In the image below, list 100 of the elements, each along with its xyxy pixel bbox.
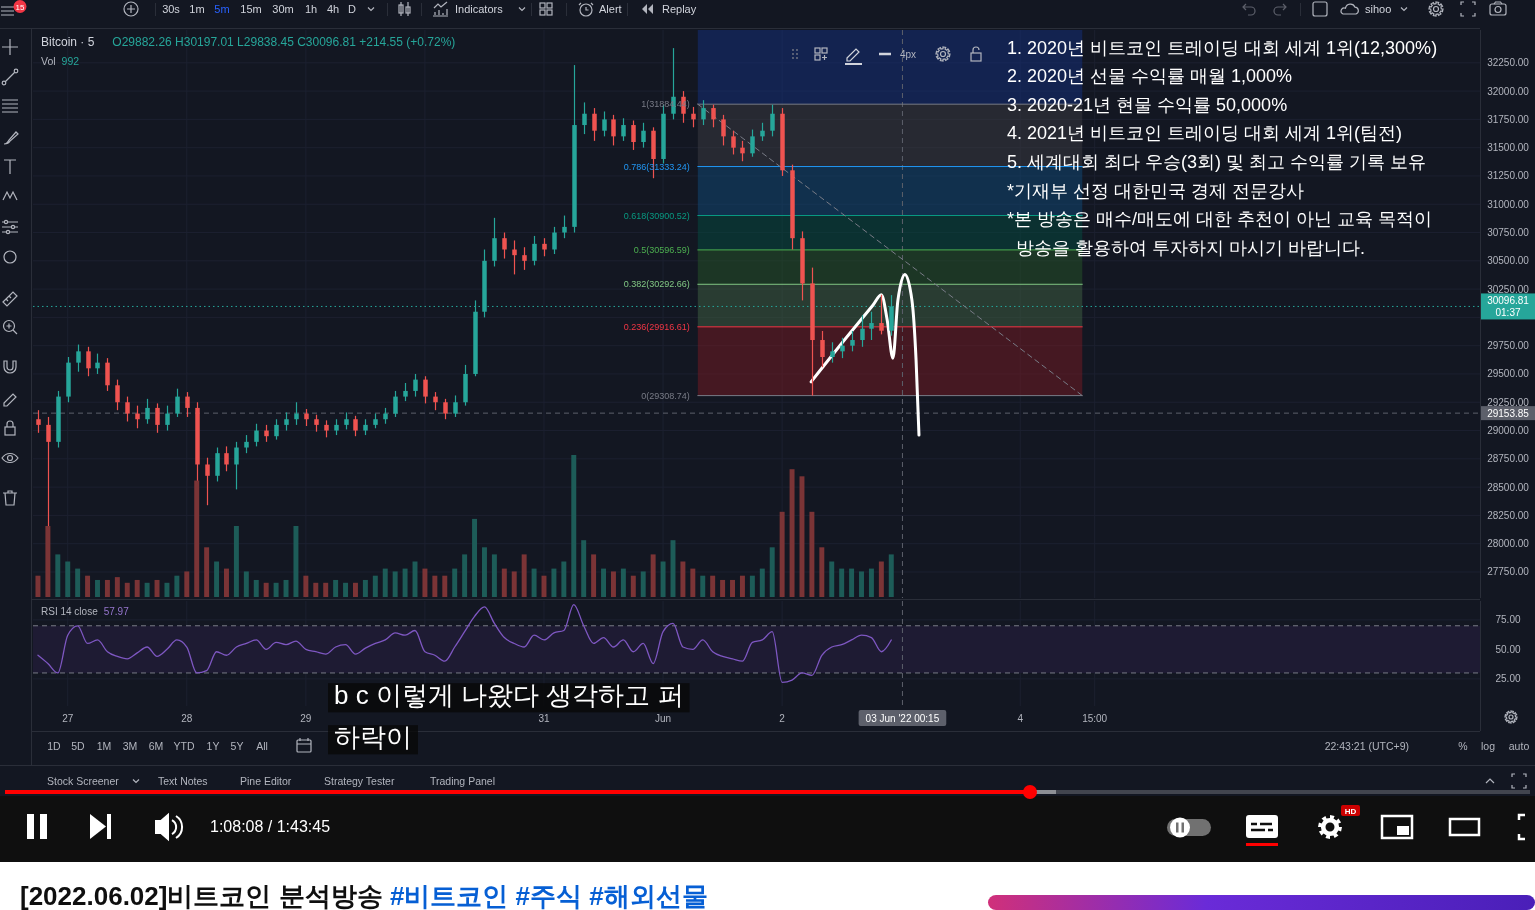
chart-subtitle: 992 <box>61 55 80 67</box>
candlestick <box>95 353 100 375</box>
bar <box>214 561 220 597</box>
text: Pine Editor <box>240 775 292 787</box>
text: Trading Panel <box>430 775 495 787</box>
text: Text Notes <box>158 775 208 787</box>
text: 57.97 <box>103 606 130 617</box>
bar <box>720 579 726 597</box>
y-tick-label: 75.00 <box>1495 614 1521 626</box>
bar <box>571 455 577 597</box>
bar <box>313 582 319 597</box>
annotation: *기재부 선정 대한민국 경제 전문강사 <box>1007 180 1305 201</box>
x-tick-label: Jun <box>655 712 672 724</box>
series-label: 0(29308.74) <box>641 390 690 401</box>
candlestick <box>274 418 279 441</box>
x-tick-label: 2 <box>779 712 786 724</box>
bar <box>372 575 378 597</box>
candlestick <box>641 122 646 149</box>
bar <box>154 579 160 597</box>
bar <box>620 568 626 597</box>
candlestick <box>740 140 745 162</box>
candlestick <box>602 110 607 137</box>
y-tick-label: 32000.00 <box>1487 85 1530 97</box>
bar <box>601 568 607 597</box>
bar <box>581 540 587 597</box>
bar <box>442 575 448 597</box>
y-tick-label: 31500.00 <box>1487 142 1530 154</box>
text: [2022.06.02]비트코인 분석방송 #비트코인 #주식 #해외선물 <box>20 881 708 910</box>
bar <box>481 547 487 597</box>
bar <box>531 568 537 597</box>
bar <box>75 568 81 597</box>
text: Stock Screener <box>47 775 120 787</box>
candlestick <box>224 445 229 472</box>
bar <box>472 518 478 597</box>
bar <box>55 554 61 597</box>
y-tick-label: 29000.00 <box>1487 425 1530 437</box>
candlestick <box>105 357 110 392</box>
candlestick <box>711 104 716 128</box>
candlestick <box>155 402 160 434</box>
candlestick <box>244 434 249 454</box>
text: Strategy Tester <box>324 775 395 787</box>
x-tick-label: 4 <box>1017 712 1024 724</box>
annotation: 3. 2020-21년 현물 수익률 50,000% <box>1007 94 1288 115</box>
text: auto <box>1508 740 1530 752</box>
candlestick <box>760 122 765 142</box>
bar <box>233 526 239 597</box>
bar <box>144 582 150 597</box>
y-tick-label: 28000.00 <box>1487 538 1530 550</box>
bar <box>640 571 646 597</box>
candlestick <box>562 214 567 239</box>
bar <box>452 568 458 597</box>
bar <box>730 579 735 597</box>
x-tick-label: 29 <box>300 712 312 724</box>
candlestick <box>512 239 517 275</box>
bar <box>650 554 656 597</box>
candlestick <box>582 101 587 135</box>
y-tick-label: 30750.00 <box>1487 227 1530 239</box>
text: 30m <box>272 3 294 15</box>
text: 1M <box>96 740 112 752</box>
bar <box>392 571 398 597</box>
bar <box>224 568 229 597</box>
candlestick <box>860 314 865 348</box>
candlestick <box>770 104 775 137</box>
candlestick <box>294 401 299 426</box>
candlestick <box>413 373 418 398</box>
bar <box>849 568 855 597</box>
candlestick <box>731 130 736 156</box>
text: D <box>348 3 357 15</box>
bar <box>551 568 557 597</box>
text: 30s <box>162 3 181 15</box>
bar <box>253 579 259 597</box>
y-tick-label: 29500.00 <box>1487 368 1530 380</box>
bar <box>194 480 200 597</box>
text: Bitcoin · 5 <box>41 35 95 49</box>
bar <box>343 582 349 597</box>
text: Replay <box>662 3 697 15</box>
bar <box>104 579 110 597</box>
bar <box>45 526 51 597</box>
ref-line-label: 03 Jun '22 00:15 <box>865 712 940 724</box>
bar <box>501 568 507 597</box>
candlestick <box>830 341 835 364</box>
candlestick <box>840 337 845 359</box>
chart-title: Vol <box>41 55 56 67</box>
text: log <box>1480 740 1496 752</box>
candlestick <box>403 382 408 402</box>
text: 6M <box>148 740 164 752</box>
candlestick <box>393 390 398 418</box>
bar <box>839 568 845 597</box>
annotation: *본 방송은 매수/매도에 대한 추천이 아닌 교육 목적이 <box>1007 209 1433 230</box>
y-tick-label: 31750.00 <box>1487 113 1530 125</box>
annotation: 2. 2020년 선물 수익률 매월 1,000% <box>1007 66 1293 87</box>
text: O29882.26 H30197.01 L29838.45 C30096.81 +214.55 (+0.72%) <box>112 35 456 49</box>
text: 4h <box>326 3 340 15</box>
bar <box>630 575 636 597</box>
bar <box>204 547 210 597</box>
text: 1Y <box>206 740 220 752</box>
series-label: 0.382(30292.66) <box>623 279 690 290</box>
bar <box>352 582 358 597</box>
bar <box>134 579 140 597</box>
bar <box>680 561 686 597</box>
